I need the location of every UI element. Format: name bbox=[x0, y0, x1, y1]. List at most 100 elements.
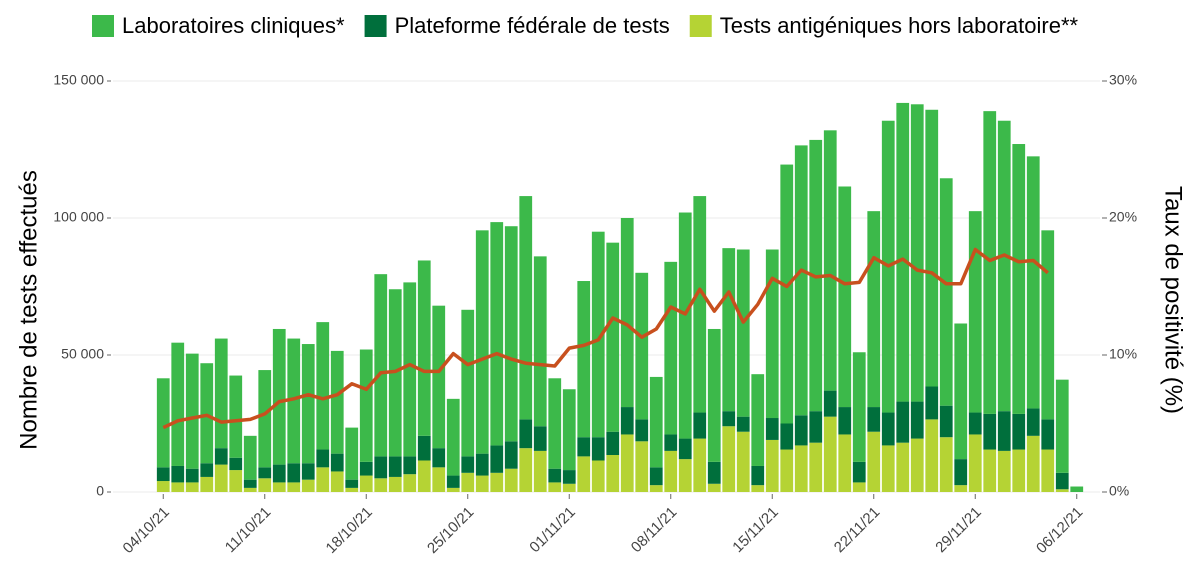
bar-segment bbox=[287, 482, 301, 492]
bar-segment bbox=[997, 411, 1011, 451]
bar-segment bbox=[664, 261, 678, 435]
bar-segment bbox=[997, 120, 1011, 412]
bar-segment bbox=[751, 374, 765, 466]
bar-segment bbox=[1026, 156, 1040, 409]
bar-segment bbox=[562, 470, 576, 484]
bar-segment bbox=[461, 456, 475, 473]
bar-segment bbox=[620, 218, 634, 408]
bar-segment bbox=[968, 434, 982, 492]
bar-segment bbox=[345, 487, 359, 492]
bar-segment bbox=[446, 487, 460, 492]
bar-segment bbox=[678, 212, 692, 439]
bar-segment bbox=[1055, 472, 1069, 490]
bar-segment bbox=[475, 453, 489, 476]
y2-tick-label: 20% bbox=[1109, 209, 1137, 225]
bar-segment bbox=[707, 328, 721, 462]
bar-segment bbox=[954, 485, 968, 492]
bar-segment bbox=[1026, 435, 1040, 492]
bar-segment bbox=[1070, 486, 1084, 492]
bar-segment bbox=[881, 445, 895, 492]
bar-segment bbox=[461, 472, 475, 492]
bar-segment bbox=[838, 186, 852, 408]
bar-segment bbox=[736, 249, 750, 417]
bar-segment bbox=[954, 459, 968, 486]
bar-segment bbox=[939, 178, 953, 406]
bar-segment bbox=[185, 482, 199, 492]
bar-segment bbox=[214, 448, 228, 465]
positivity-line bbox=[162, 247, 1049, 430]
bar-segment bbox=[388, 456, 402, 477]
bar-segment bbox=[1026, 408, 1040, 436]
bar-segment bbox=[939, 405, 953, 438]
bar-segment bbox=[852, 482, 866, 492]
bar-segment bbox=[330, 471, 344, 492]
bar-segment bbox=[722, 411, 736, 427]
bar-segment bbox=[316, 449, 330, 468]
legend-label: Tests antigéniques hors laboratoire** bbox=[720, 13, 1079, 38]
bar-segment bbox=[258, 370, 272, 468]
bar-segment bbox=[272, 482, 286, 492]
bar-segment bbox=[707, 483, 721, 492]
bar-segment bbox=[1055, 379, 1069, 473]
bar-segment bbox=[432, 305, 446, 449]
bar-segment bbox=[983, 111, 997, 414]
bar-segment bbox=[649, 467, 663, 486]
bar-segment bbox=[287, 463, 301, 483]
bar-segment bbox=[374, 478, 388, 492]
bar-segment bbox=[591, 460, 605, 492]
bar-segment bbox=[577, 456, 591, 492]
x-tick-label: 01/11/21 bbox=[526, 504, 579, 557]
bar-segment bbox=[171, 482, 185, 492]
bar-segment bbox=[388, 476, 402, 492]
bar-segment bbox=[794, 445, 808, 492]
bar-segment bbox=[649, 376, 663, 468]
bar-segment bbox=[809, 442, 823, 492]
bar-segment bbox=[548, 378, 562, 469]
bar-segment bbox=[345, 427, 359, 480]
bar-segment bbox=[852, 461, 866, 483]
y-axis-title: Nombre de tests effectués bbox=[15, 170, 42, 450]
bar-segment bbox=[838, 407, 852, 435]
bar-segment bbox=[1041, 419, 1055, 450]
bar-segment bbox=[229, 375, 243, 458]
x-tick-label: 22/11/21 bbox=[831, 504, 884, 557]
y-tick-label: 150 000 bbox=[53, 72, 104, 88]
bar-segment bbox=[606, 242, 620, 432]
bar-segment bbox=[765, 418, 779, 440]
bar-segment bbox=[490, 472, 504, 492]
bar-segment bbox=[214, 338, 228, 449]
y-tick-label: 50 000 bbox=[61, 346, 104, 362]
bar-segment bbox=[591, 231, 605, 438]
bar-segment bbox=[519, 448, 533, 492]
bar-segment bbox=[359, 475, 373, 492]
bar-segment bbox=[606, 431, 620, 456]
bar-segment bbox=[794, 145, 808, 416]
bar-segment bbox=[243, 435, 257, 480]
bar-segment bbox=[229, 457, 243, 471]
y2-axis-title: Taux de positivité (%) bbox=[1160, 186, 1187, 414]
bar-segment bbox=[432, 448, 446, 468]
bar-segment bbox=[925, 419, 939, 492]
bar-segment bbox=[983, 413, 997, 450]
bar-segment bbox=[200, 463, 214, 477]
bar-segment bbox=[287, 338, 301, 464]
bar-segment bbox=[504, 226, 518, 442]
bar-segment bbox=[591, 437, 605, 461]
bar-segment bbox=[736, 431, 750, 492]
bar-segment bbox=[171, 465, 185, 483]
x-tick-label: 04/10/21 bbox=[120, 504, 173, 557]
bar-segment bbox=[678, 438, 692, 460]
bar-segment bbox=[765, 439, 779, 492]
bar-segment bbox=[722, 248, 736, 412]
y2-tick-label: 10% bbox=[1109, 346, 1137, 362]
bar-segment bbox=[1041, 449, 1055, 492]
bar-segment bbox=[156, 467, 170, 482]
bar-segment bbox=[997, 450, 1011, 492]
y2-tick-label: 0% bbox=[1109, 483, 1129, 499]
bar-segment bbox=[185, 468, 199, 483]
bar-segment bbox=[635, 441, 649, 492]
bar-segment bbox=[562, 483, 576, 492]
bar-segment bbox=[852, 352, 866, 462]
bar-segment bbox=[403, 282, 417, 457]
